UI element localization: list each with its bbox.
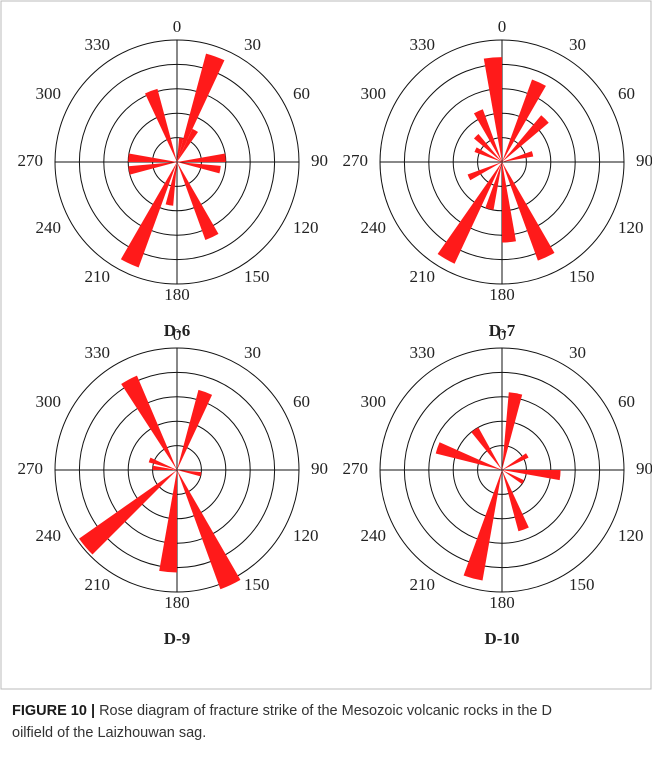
petal — [152, 465, 177, 470]
angle-tick-label: 0 — [498, 325, 507, 344]
petal — [120, 162, 177, 268]
petal — [502, 470, 529, 532]
petal — [148, 457, 177, 470]
angle-tick-label: 240 — [35, 526, 61, 545]
petal — [177, 470, 202, 477]
angle-tick-label: 90 — [636, 151, 652, 170]
angle-tick-label: 60 — [293, 392, 310, 411]
angle-tick-label: 60 — [618, 392, 635, 411]
petal — [128, 162, 177, 175]
angle-tick-label: 300 — [35, 84, 61, 103]
petal — [467, 162, 502, 181]
petal — [502, 115, 549, 162]
angle-tick-label: 0 — [173, 17, 182, 36]
chart-title: D-10 — [485, 629, 520, 648]
caption-label: FIGURE 10 | — [12, 703, 96, 719]
angle-tick-label: 30 — [244, 35, 261, 54]
angle-tick-label: 330 — [410, 35, 436, 54]
petal — [485, 162, 502, 211]
petal — [177, 470, 241, 590]
angle-tick-label: 180 — [489, 593, 515, 612]
petal — [177, 162, 219, 240]
angle-tick-label: 120 — [618, 218, 644, 237]
angle-tick-label: 120 — [293, 526, 319, 545]
angle-tick-label: 240 — [360, 218, 386, 237]
angle-tick-label: 330 — [85, 343, 111, 362]
angle-tick-label: 210 — [410, 267, 436, 286]
petal — [471, 427, 502, 470]
petal — [177, 162, 221, 174]
caption-text: Rose diagram of fracture strike of the M… — [12, 703, 552, 741]
petal — [177, 137, 184, 162]
petal — [473, 133, 502, 162]
caption: FIGURE 10 | Rose diagram of fracture str… — [12, 700, 572, 744]
angle-tick-label: 330 — [85, 35, 111, 54]
angle-tick-label: 120 — [293, 218, 319, 237]
petal — [473, 109, 502, 162]
petal — [502, 162, 555, 261]
petal — [79, 470, 177, 555]
angle-tick-label: 240 — [35, 218, 61, 237]
angle-tick-label: 240 — [360, 526, 386, 545]
angle-tick-label: 150 — [569, 267, 595, 286]
angle-tick-label: 330 — [410, 343, 436, 362]
angle-tick-label: 30 — [569, 343, 586, 362]
petal — [128, 153, 177, 162]
angle-tick-label: 270 — [343, 459, 369, 478]
petal — [165, 162, 177, 206]
petal — [502, 151, 534, 162]
angle-tick-label: 300 — [360, 392, 386, 411]
angle-tick-label: 0 — [173, 325, 182, 344]
angle-tick-label: 270 — [18, 151, 44, 170]
petal — [437, 162, 502, 264]
angle-tick-label: 150 — [569, 575, 595, 594]
angle-tick-label: 60 — [618, 84, 635, 103]
petal — [502, 470, 561, 481]
angle-tick-label: 30 — [569, 35, 586, 54]
angle-tick-label: 90 — [311, 151, 328, 170]
angle-tick-label: 90 — [636, 459, 652, 478]
petal — [177, 128, 198, 162]
angle-tick-label: 150 — [244, 575, 270, 594]
angle-tick-label: 150 — [244, 267, 270, 286]
petal — [502, 470, 525, 484]
angle-tick-label: 60 — [293, 84, 310, 103]
chart-title: D-7 — [489, 321, 516, 340]
petal — [121, 375, 177, 470]
angle-tick-label: 180 — [164, 285, 190, 304]
petal — [483, 57, 502, 162]
petal — [463, 470, 502, 581]
petal — [502, 162, 516, 243]
petal — [502, 392, 523, 470]
angle-tick-label: 180 — [164, 593, 190, 612]
petal — [177, 53, 225, 162]
angle-tick-label: 270 — [18, 459, 44, 478]
chart-title: D-9 — [164, 629, 190, 648]
angle-tick-label: 120 — [618, 526, 644, 545]
angle-tick-label: 90 — [311, 459, 328, 478]
petal — [502, 453, 529, 470]
angle-tick-label: 210 — [85, 267, 111, 286]
petal — [177, 389, 213, 470]
angle-tick-label: 210 — [410, 575, 436, 594]
figure-border — [0, 0, 652, 690]
angle-tick-label: 210 — [85, 575, 111, 594]
angle-tick-label: 300 — [35, 392, 61, 411]
chart-title: D-6 — [164, 321, 190, 340]
angle-tick-label: 180 — [489, 285, 515, 304]
angle-tick-label: 30 — [244, 343, 261, 362]
petal — [177, 153, 226, 162]
angle-tick-label: 270 — [343, 151, 369, 170]
angle-tick-label: 300 — [360, 84, 386, 103]
petal — [159, 470, 177, 573]
petal — [502, 79, 546, 162]
petal — [435, 442, 502, 470]
petal — [474, 147, 502, 162]
petal — [145, 88, 177, 162]
angle-tick-label: 0 — [498, 17, 507, 36]
